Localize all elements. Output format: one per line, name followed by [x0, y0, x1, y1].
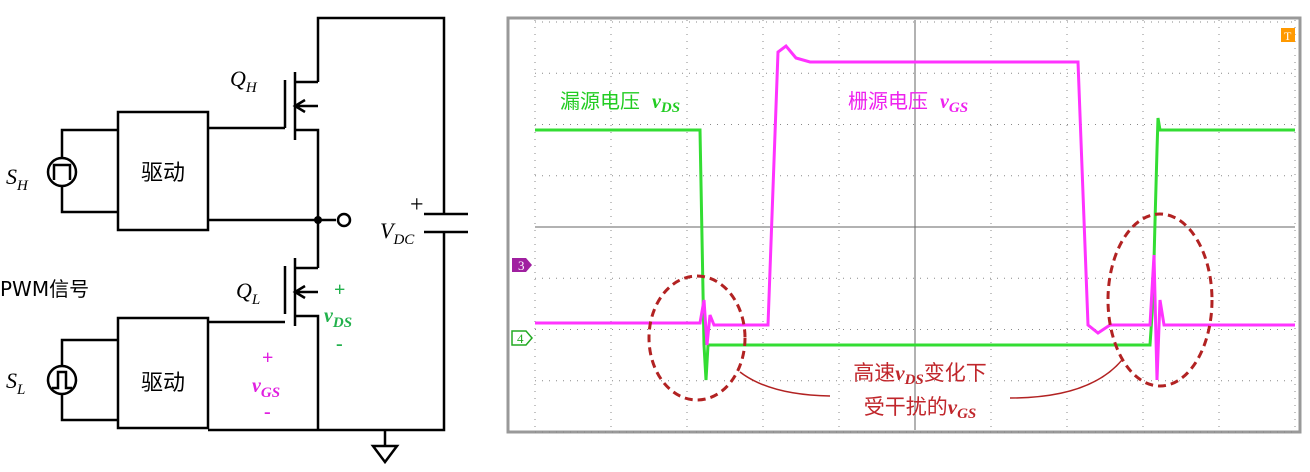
- minus: -: [336, 333, 343, 355]
- source-symbol: [52, 163, 72, 180]
- annotation-text: 受干扰的: [864, 395, 948, 419]
- plus: +: [410, 192, 424, 218]
- label-main: v: [948, 395, 958, 419]
- label-main: S: [6, 368, 17, 393]
- ch-marker-label: 3: [518, 258, 525, 273]
- caption-text: 栅源电压: [848, 89, 928, 113]
- label-sub: L: [251, 292, 260, 308]
- label-sub: H: [16, 178, 29, 194]
- label: vGS: [252, 375, 280, 401]
- vgs-caption: 栅源电压 vGS: [848, 89, 968, 116]
- source-wires: [60, 128, 118, 422]
- label-sub: GS: [261, 385, 280, 401]
- scope-frame: [506, 16, 1302, 434]
- low-mosfet: [208, 258, 320, 430]
- plus: +: [262, 347, 273, 369]
- rails: [208, 16, 468, 465]
- label-main: Q: [236, 278, 252, 303]
- vgs-label: + vGS -: [252, 347, 280, 423]
- label-main: v: [252, 375, 262, 397]
- annotation-text: 高速: [853, 361, 895, 385]
- label: QL: [236, 278, 260, 308]
- minus: -: [264, 401, 271, 423]
- label-main: S: [6, 164, 17, 189]
- driver-label: 驱动: [141, 371, 185, 396]
- driver-label: 驱动: [141, 161, 185, 186]
- caption-text: 漏源电压: [560, 89, 640, 113]
- label-sub: GS: [949, 100, 968, 116]
- driver-box: [116, 316, 210, 430]
- label-sub: DS: [660, 100, 680, 116]
- vds-caption: 漏源电压 vDS: [560, 89, 680, 116]
- source: [46, 156, 78, 188]
- label-main: v: [895, 361, 905, 385]
- highlight: [1106, 212, 1214, 388]
- pwm-label: PWM信号: [0, 277, 89, 301]
- high-mosfet: [208, 72, 320, 268]
- trigger-marker: [1281, 28, 1295, 42]
- driver-box: [116, 110, 210, 232]
- source: [46, 364, 78, 396]
- label-sub: H: [245, 80, 258, 96]
- label-sub: DC: [392, 232, 415, 248]
- annotation-text: 变化下: [924, 361, 987, 385]
- source-symbol: [52, 370, 72, 390]
- oscilloscope: 3 4 T 漏源电压 vDS 栅源电压 vGS 高速vDS变化下 受干扰的vGS: [506, 16, 1302, 434]
- label-sub: L: [16, 382, 25, 398]
- label-sub: GS: [957, 406, 976, 422]
- ch-marker: [512, 258, 532, 272]
- vds-label: + vDS -: [324, 279, 352, 355]
- label: SH: [6, 164, 29, 194]
- label-main: V: [380, 218, 396, 243]
- label: vDS: [324, 305, 352, 331]
- label-main: v: [940, 91, 950, 113]
- label-main: v: [324, 305, 334, 327]
- terminal: [336, 212, 352, 228]
- plus: +: [334, 279, 345, 301]
- label: QH: [230, 66, 258, 96]
- ch-marker-label: 4: [517, 331, 524, 346]
- label-sub: DS: [332, 315, 352, 331]
- annotation: 高速vDS变化下: [853, 361, 987, 388]
- label: SL: [6, 368, 25, 398]
- highlight: [647, 274, 747, 402]
- circuit: QH SH 驱动 驱动 + VDC PWM信号 QL SL + vDS - + …: [0, 16, 468, 465]
- label-main: v: [652, 91, 662, 113]
- pointer: [739, 359, 1123, 399]
- label-sub: DS: [904, 372, 924, 388]
- label-main: Q: [230, 66, 246, 91]
- vgs-trace: [535, 43, 1295, 381]
- label: VDC: [380, 218, 415, 248]
- node: [314, 216, 322, 224]
- ch-marker: [511, 330, 533, 346]
- trigger-label: T: [1284, 29, 1292, 43]
- annotation: 受干扰的vGS: [864, 395, 977, 422]
